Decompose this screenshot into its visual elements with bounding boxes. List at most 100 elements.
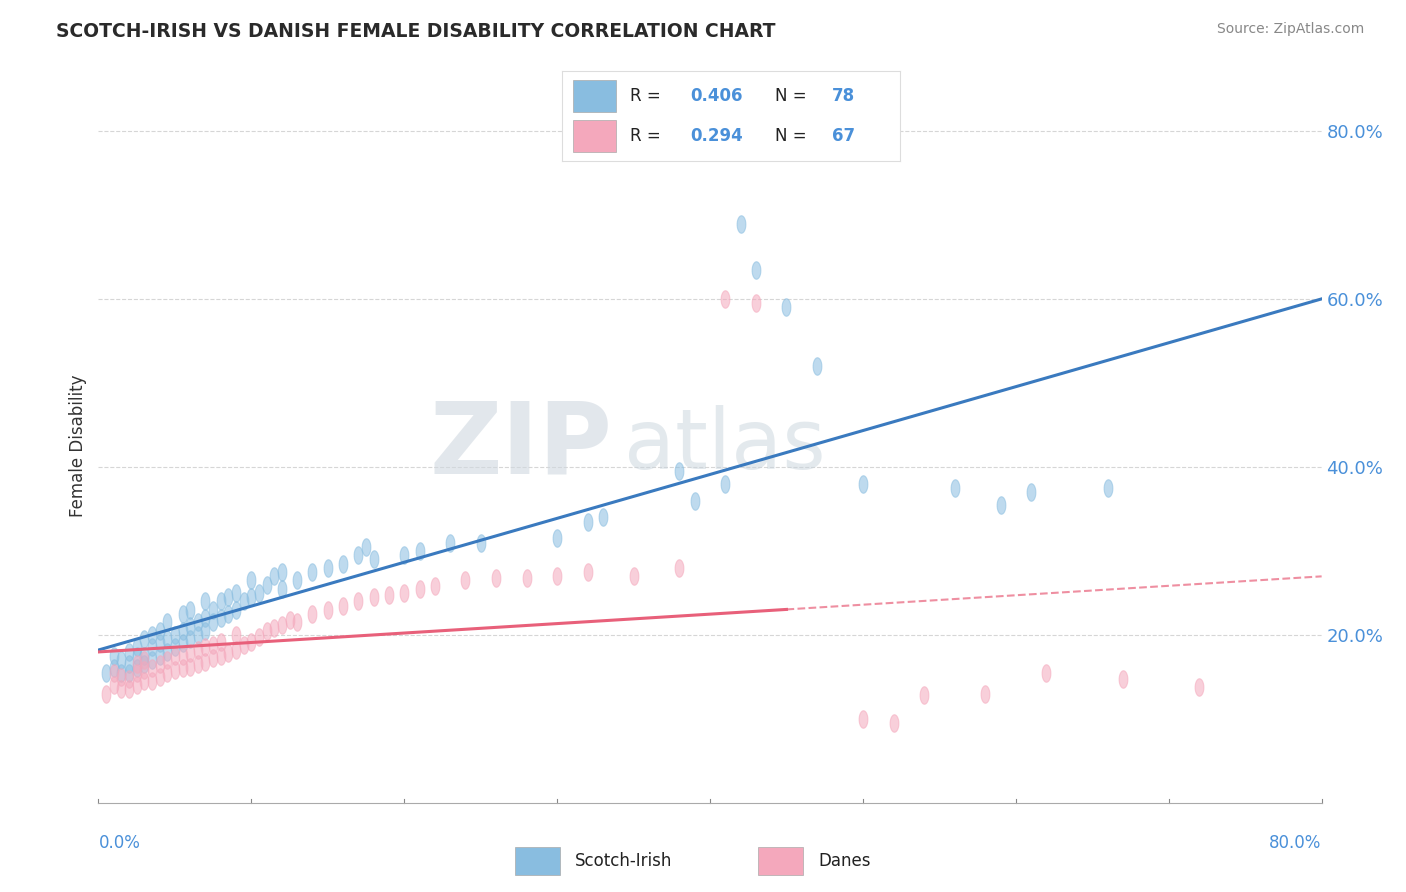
Point xyxy=(392,586,416,600)
Point xyxy=(141,661,163,675)
Point xyxy=(363,590,385,604)
Point xyxy=(714,476,737,491)
Point xyxy=(1019,485,1042,500)
Point xyxy=(240,634,263,648)
Point xyxy=(316,603,339,617)
Point xyxy=(187,657,209,672)
Point xyxy=(134,632,156,646)
Point xyxy=(202,603,225,617)
Point xyxy=(187,615,209,630)
Point xyxy=(263,621,285,635)
Point xyxy=(232,638,254,652)
Text: R =: R = xyxy=(630,127,666,145)
Point xyxy=(516,571,538,585)
Point xyxy=(118,665,141,680)
Text: atlas: atlas xyxy=(624,406,827,486)
Point xyxy=(172,607,194,621)
FancyBboxPatch shape xyxy=(515,847,560,875)
Point xyxy=(209,634,232,648)
Point xyxy=(745,296,768,310)
Point xyxy=(217,590,239,604)
Point xyxy=(225,586,247,600)
Point xyxy=(156,632,179,646)
Point xyxy=(883,716,905,731)
Point xyxy=(209,611,232,625)
Point xyxy=(256,624,278,638)
Point xyxy=(134,663,156,677)
Point xyxy=(332,599,354,613)
Point xyxy=(187,628,209,642)
Point xyxy=(202,615,225,630)
Text: 80.0%: 80.0% xyxy=(1270,834,1322,852)
Point xyxy=(592,510,614,524)
Point xyxy=(134,648,156,663)
Point xyxy=(285,574,308,588)
Point xyxy=(156,653,179,667)
Point xyxy=(454,574,477,588)
Point xyxy=(156,645,179,659)
Point xyxy=(240,574,263,588)
Text: Danes: Danes xyxy=(818,852,870,870)
Point xyxy=(141,674,163,689)
Point xyxy=(118,672,141,686)
Point xyxy=(278,613,301,627)
Point xyxy=(270,565,292,579)
Point xyxy=(745,262,768,277)
Point xyxy=(110,682,132,697)
Point xyxy=(141,628,163,642)
Point xyxy=(439,535,461,549)
Point xyxy=(423,579,446,593)
Point xyxy=(163,628,186,642)
Point xyxy=(470,535,492,549)
Point xyxy=(263,569,285,583)
Point xyxy=(301,607,323,621)
Point xyxy=(187,643,209,657)
Point xyxy=(270,617,292,632)
Point xyxy=(141,653,163,667)
Point xyxy=(179,619,201,633)
Point xyxy=(209,648,232,663)
Point xyxy=(668,560,690,574)
Point xyxy=(270,582,292,596)
Text: 0.294: 0.294 xyxy=(690,127,744,145)
Point xyxy=(775,301,797,315)
Point xyxy=(683,493,706,508)
Point xyxy=(156,665,179,680)
Point xyxy=(118,657,141,672)
Point xyxy=(730,217,752,231)
Point xyxy=(125,648,148,663)
Point xyxy=(485,571,508,585)
Point xyxy=(125,640,148,655)
Point xyxy=(912,689,935,703)
Point xyxy=(110,653,132,667)
Point xyxy=(1188,680,1211,694)
Point xyxy=(668,464,690,478)
Point xyxy=(217,646,239,660)
Point xyxy=(156,615,179,630)
Point xyxy=(149,657,172,672)
Point xyxy=(103,661,125,675)
Point xyxy=(125,657,148,672)
Point xyxy=(1112,672,1135,686)
Text: SCOTCH-IRISH VS DANISH FEMALE DISABILITY CORRELATION CHART: SCOTCH-IRISH VS DANISH FEMALE DISABILITY… xyxy=(56,22,776,41)
Point xyxy=(125,665,148,680)
Point xyxy=(202,651,225,665)
Point xyxy=(576,515,599,529)
Point xyxy=(576,565,599,579)
Point xyxy=(247,630,270,644)
Text: R =: R = xyxy=(630,87,666,105)
Text: Source: ZipAtlas.com: Source: ZipAtlas.com xyxy=(1216,22,1364,37)
Text: 78: 78 xyxy=(832,87,855,105)
Point xyxy=(172,661,194,675)
Point xyxy=(134,657,156,672)
Point xyxy=(149,670,172,684)
Point xyxy=(316,560,339,574)
Point xyxy=(392,548,416,562)
Point xyxy=(225,628,247,642)
FancyBboxPatch shape xyxy=(758,847,803,875)
Point xyxy=(990,498,1012,512)
Point xyxy=(194,655,217,669)
Text: N =: N = xyxy=(775,87,811,105)
Point xyxy=(209,594,232,608)
Point xyxy=(103,678,125,692)
